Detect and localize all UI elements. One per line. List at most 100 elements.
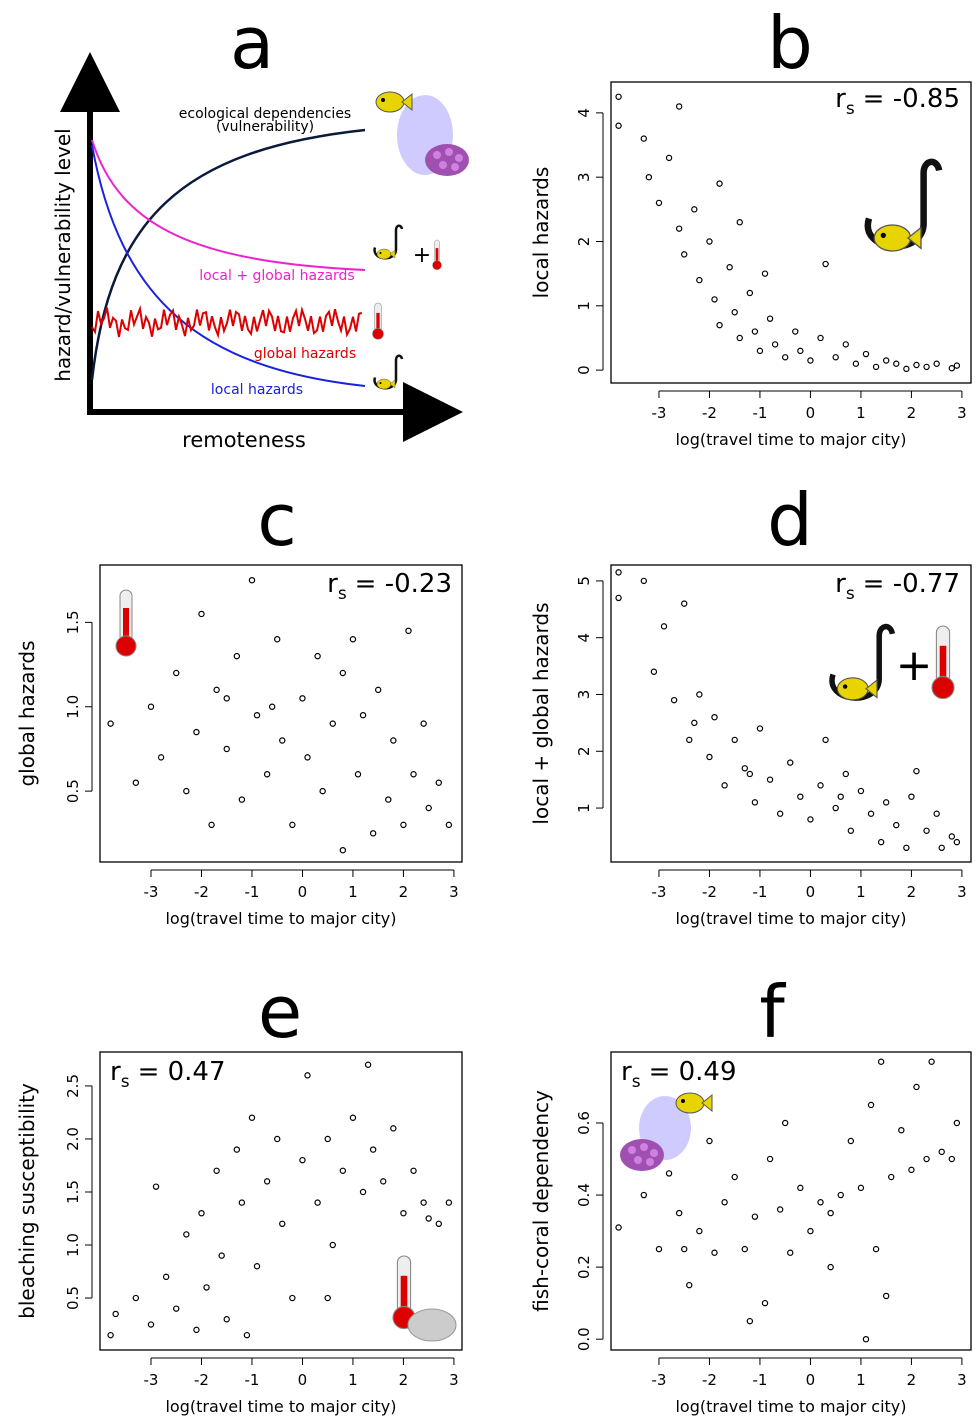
- stat-subscript: s: [338, 584, 347, 604]
- point: [420, 720, 427, 727]
- plot-frame: [99, 1051, 463, 1351]
- y-tick-label: 5: [575, 576, 593, 586]
- point: [938, 844, 945, 852]
- point: [761, 270, 769, 277]
- x-tick-label: 3: [957, 404, 967, 422]
- y-label: global hazards: [15, 640, 39, 786]
- point: [405, 627, 412, 635]
- stat-subscript: s: [632, 1072, 641, 1092]
- x-tick-label: 1: [856, 1371, 866, 1389]
- point: [354, 771, 362, 778]
- y-tick-label: 0.2: [575, 1255, 593, 1279]
- point: [822, 260, 829, 268]
- point: [746, 770, 754, 778]
- plot-frame: [610, 1051, 972, 1351]
- point: [933, 810, 940, 817]
- point: [923, 363, 930, 371]
- panel-letter: f: [759, 970, 786, 1054]
- point: [797, 793, 804, 800]
- x-tick-label: 1: [856, 404, 866, 422]
- x-tick-label: -2: [702, 883, 717, 901]
- point: [615, 93, 622, 100]
- point: [761, 1299, 769, 1307]
- point: [903, 365, 910, 373]
- point: [913, 767, 920, 775]
- point: [289, 821, 296, 829]
- point: [741, 1245, 749, 1253]
- x-tick-label: -2: [194, 883, 209, 901]
- point: [132, 1294, 140, 1302]
- x-label: log(travel time to major city): [675, 430, 906, 449]
- stat-subscript: s: [121, 1072, 130, 1092]
- y-label: fish-coral dependency: [529, 1090, 553, 1312]
- point: [289, 1294, 296, 1302]
- point: [837, 1191, 844, 1199]
- stat-subscript: s: [846, 99, 855, 119]
- point: [751, 328, 759, 335]
- point: [203, 1284, 210, 1291]
- point: [696, 691, 703, 698]
- point: [147, 703, 155, 710]
- curve-label: (vulnerability): [216, 119, 314, 135]
- y-label: local + global hazards: [529, 602, 553, 824]
- x-tick-label: -1: [752, 404, 767, 422]
- x-tick-label: -1: [752, 1371, 767, 1389]
- stat: rs = 0.49: [621, 1057, 737, 1092]
- curve: [90, 128, 366, 381]
- point: [400, 1209, 407, 1217]
- panel-a: a hazard/vulnerability level remoteness …: [51, 1, 469, 452]
- point: [193, 728, 200, 736]
- point: [877, 838, 885, 846]
- stat-symbol: r: [327, 569, 338, 599]
- point: [299, 1156, 306, 1164]
- point: [807, 816, 814, 823]
- point: [711, 1249, 718, 1256]
- point: [364, 1061, 372, 1068]
- x-tick-label: 3: [449, 1371, 459, 1389]
- point: [691, 719, 698, 727]
- curve: [91, 144, 366, 387]
- point: [645, 173, 653, 181]
- point: [425, 1215, 432, 1222]
- y-label: hazard/vulnerability level: [51, 128, 75, 381]
- point: [390, 737, 397, 744]
- y-tick-label: 0.6: [575, 1111, 593, 1135]
- point: [660, 623, 668, 630]
- point: [953, 362, 961, 369]
- point: [107, 1331, 114, 1339]
- point: [157, 754, 165, 761]
- point: [913, 361, 920, 369]
- point: [716, 321, 723, 329]
- point: [132, 779, 140, 786]
- stat-symbol: r: [110, 1057, 121, 1087]
- point: [948, 365, 956, 372]
- x-label: log(travel time to major city): [675, 1397, 906, 1416]
- x-tick-label: 2: [399, 883, 409, 901]
- point: [933, 360, 940, 367]
- point: [867, 810, 875, 817]
- point: [248, 1114, 256, 1121]
- point: [893, 360, 900, 367]
- point: [691, 206, 698, 213]
- point: [198, 1209, 205, 1217]
- stat-symbol: r: [621, 1057, 632, 1087]
- point: [837, 793, 844, 800]
- y-tick-label: 2.0: [64, 1127, 82, 1151]
- point: [797, 1184, 804, 1192]
- point: [792, 328, 799, 335]
- point: [615, 1224, 622, 1231]
- point: [681, 1245, 688, 1253]
- panel-letter: e: [258, 970, 302, 1054]
- point: [183, 787, 190, 795]
- point: [349, 636, 357, 643]
- point: [147, 1321, 155, 1328]
- icon: [115, 162, 955, 1342]
- point: [908, 1166, 915, 1174]
- point: [640, 1191, 648, 1199]
- y-tick-label: 1: [575, 301, 593, 311]
- point: [827, 1209, 834, 1217]
- point: [279, 737, 286, 744]
- y-tick-label: 0.4: [575, 1183, 593, 1207]
- x-tick-label: -3: [651, 404, 666, 422]
- point: [736, 219, 743, 226]
